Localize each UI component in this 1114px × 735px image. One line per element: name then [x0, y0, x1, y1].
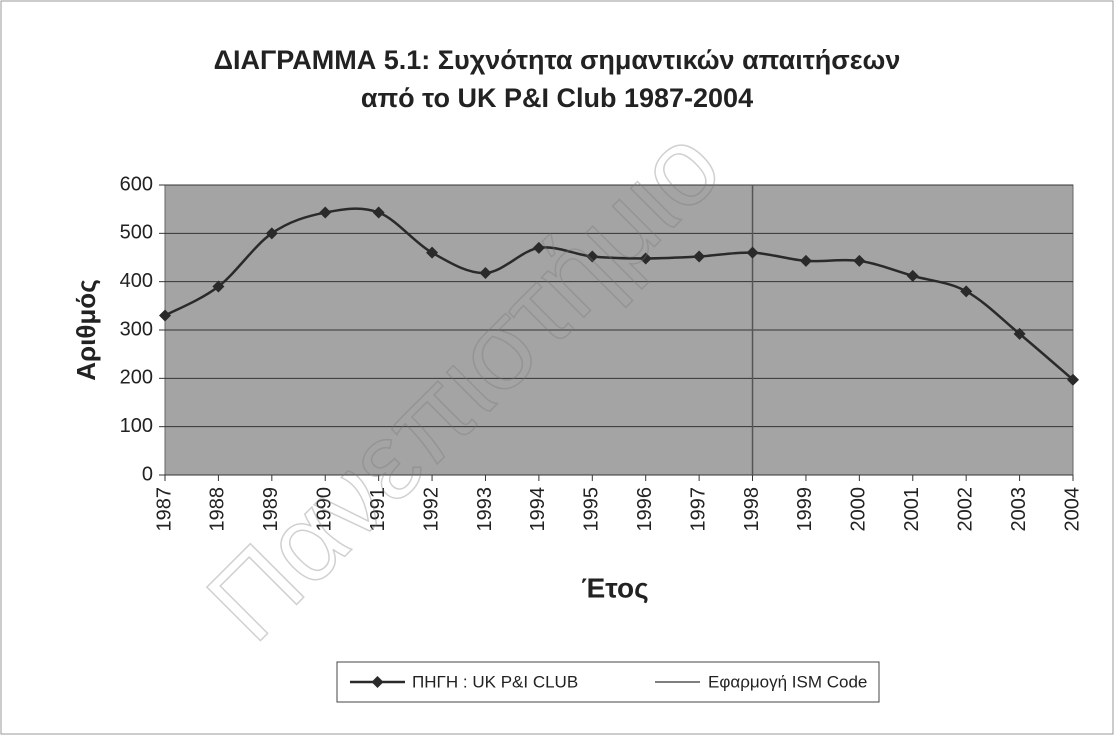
- x-tick-label: 1997: [687, 487, 709, 532]
- data-point: [853, 254, 866, 267]
- chart-title: από το UK P&I Club 1987-2004: [361, 83, 753, 113]
- data-point: [586, 250, 599, 263]
- data-point: [746, 246, 759, 259]
- legend-label: ΠΗΓΗ : UK P&I CLUB: [412, 672, 578, 691]
- legend: ΠΗΓΗ : UK P&I CLUB Εφαρμογή ISM Code: [336, 661, 880, 703]
- x-tick-label: 2000: [848, 487, 870, 532]
- x-tick-label: 1993: [474, 487, 496, 532]
- x-tick-label: 2001: [901, 487, 923, 532]
- x-tick-label: 1999: [794, 487, 816, 532]
- data-point: [265, 227, 278, 240]
- x-tick-label: 1992: [420, 487, 442, 532]
- data-point: [906, 269, 919, 282]
- series-line: [164, 207, 1074, 381]
- data-point: [159, 309, 171, 322]
- x-tick-label: 1996: [634, 487, 656, 532]
- y-tick-label: 500: [120, 222, 153, 244]
- chart-title: ΔΙΑΓΡΑΜΜΑ 5.1: Συχνότητα σημαντικών απαι…: [214, 45, 901, 75]
- y-tick-label: 100: [120, 415, 153, 437]
- data-point: [479, 266, 492, 279]
- data-point: [799, 254, 812, 267]
- legend-marker: [371, 676, 384, 688]
- x-tick-label: 1995: [581, 487, 603, 532]
- legend-label: Εφαρμογή ISM Code: [708, 672, 867, 691]
- data-point: [639, 252, 652, 265]
- data-point: [960, 285, 973, 298]
- y-axis-title: Αριθμός: [71, 279, 101, 380]
- data-point: [212, 280, 225, 293]
- x-tick-label: 2003: [1008, 487, 1030, 532]
- data-point: [372, 206, 385, 219]
- x-tick-label: 2002: [954, 487, 976, 532]
- x-tick-label: 1990: [314, 487, 336, 532]
- y-tick-label: 600: [120, 173, 153, 195]
- x-tick-label: 1987: [153, 487, 175, 532]
- x-tick-label: 1994: [527, 487, 549, 532]
- data-point: [319, 206, 332, 219]
- x-tick-label: 1991: [367, 487, 389, 532]
- y-tick-label: 300: [120, 318, 153, 340]
- data-point: [532, 241, 545, 254]
- data-point: [1067, 373, 1079, 386]
- data-point: [1013, 327, 1026, 340]
- x-tick-label: 1988: [207, 487, 229, 532]
- data-point: [426, 246, 439, 259]
- x-tick-label: 2004: [1061, 487, 1083, 532]
- legend-box: [336, 661, 880, 703]
- y-tick-label: 0: [142, 463, 153, 485]
- data-point: [693, 250, 706, 263]
- x-tick-label: 1989: [260, 487, 282, 532]
- y-tick-label: 400: [120, 270, 153, 292]
- y-tick-label: 200: [120, 367, 153, 389]
- x-axis-title: Έτος: [581, 572, 648, 603]
- x-tick-label: 1998: [741, 487, 763, 532]
